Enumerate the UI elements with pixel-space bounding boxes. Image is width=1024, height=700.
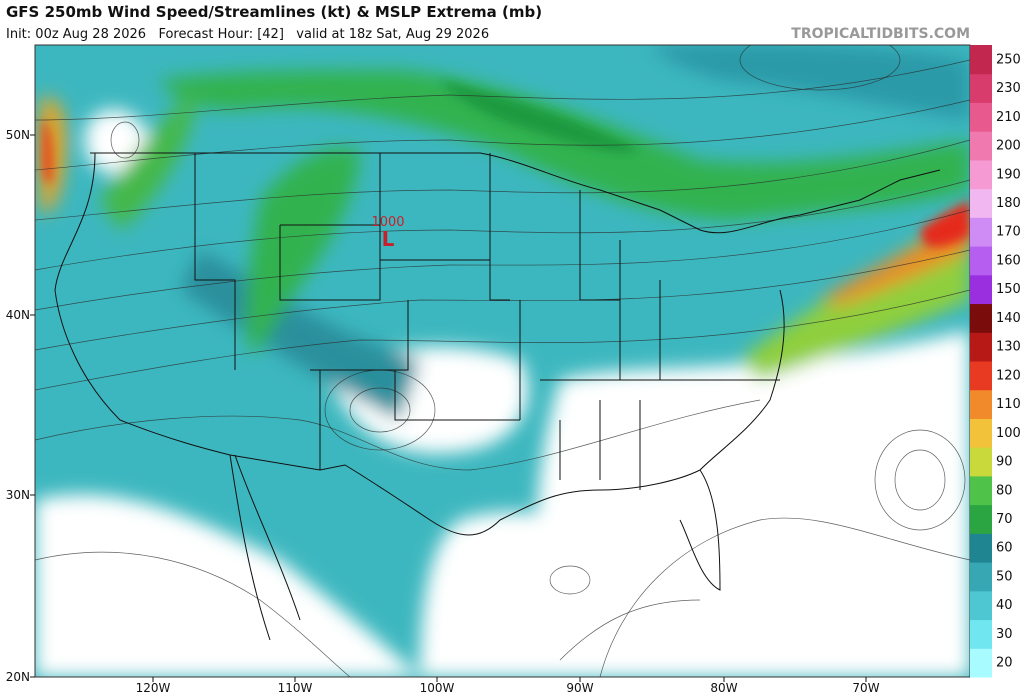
colorbar-label: 80 <box>996 483 1013 498</box>
colorbar-label: 180 <box>996 196 1021 211</box>
political-borders <box>54 152 941 641</box>
colorbar: 20 30 40 50 60 70 80 90 100 110 120 130 140 150 160 170… <box>970 45 1021 678</box>
colorbar-label: 110 <box>996 397 1021 412</box>
colorbar-label: 250 <box>996 52 1021 67</box>
lat-label: 20N <box>6 670 30 684</box>
streamlines <box>35 45 970 677</box>
colorbar-label: 90 <box>996 455 1013 470</box>
title: GFS 250mb Wind Speed/Streamlines (kt) & … <box>6 3 542 21</box>
colorbar-label: 60 <box>996 541 1013 556</box>
lon-label: 100W <box>420 681 455 695</box>
colorbar-label: 50 <box>996 569 1013 584</box>
colorbar-segment <box>970 389 992 419</box>
lon-label: 120W <box>136 681 171 695</box>
colorbar-segment <box>970 188 992 218</box>
lat-label: 30N <box>6 488 30 502</box>
lon-label: 90W <box>566 681 593 695</box>
pressure-value: 1000 <box>371 215 404 230</box>
colorbar-label: 200 <box>996 139 1021 154</box>
colorbar-segment <box>970 274 992 305</box>
colorbar-label: 120 <box>996 368 1021 383</box>
subtitle: Init: 00z Aug 28 2026 Forecast Hour: [42… <box>6 27 489 42</box>
colorbar-segment <box>970 102 992 132</box>
colorbar-label: 30 <box>996 627 1013 642</box>
colorbar-segment <box>970 475 992 506</box>
colorbar-segment <box>970 131 992 161</box>
colorbar-segment <box>970 159 992 190</box>
map-field: 1000 L <box>35 45 970 677</box>
colorbar-segment <box>970 504 992 534</box>
site-credit: TROPICALTIDBITS.COM <box>791 26 970 42</box>
lat-label: 40N <box>6 308 30 322</box>
colorbar-label: 40 <box>996 598 1013 613</box>
colorbar-segment <box>970 303 992 333</box>
lon-label: 70W <box>852 681 879 695</box>
lon-label: 80W <box>710 681 737 695</box>
colorbar-segment <box>970 418 992 448</box>
colorbar-label: 160 <box>996 253 1021 268</box>
lat-label: 50N <box>6 128 30 142</box>
colorbar-label: 70 <box>996 512 1013 527</box>
colorbar-segment <box>970 619 992 649</box>
colorbar-segment <box>970 332 992 362</box>
colorbar-label: 150 <box>996 282 1021 297</box>
colorbar-segment <box>970 533 992 563</box>
colorbar-label: 210 <box>996 110 1021 125</box>
colorbar-segment <box>970 648 992 678</box>
colorbar-segment <box>970 361 992 391</box>
colorbar-label: 130 <box>996 340 1021 355</box>
colorbar-label: 230 <box>996 81 1021 96</box>
pressure-symbol: L <box>382 227 395 251</box>
colorbar-segment <box>970 217 992 247</box>
colorbar-label: 20 <box>996 656 1013 671</box>
lon-label: 110W <box>278 681 313 695</box>
colorbar-segment <box>970 246 992 276</box>
colorbar-label: 100 <box>996 426 1021 441</box>
colorbar-segment <box>970 447 992 477</box>
colorbar-segment <box>970 73 992 103</box>
colorbar-segment <box>970 590 992 621</box>
colorbar-segment <box>970 45 992 75</box>
colorbar-segment <box>970 562 992 592</box>
colorbar-label: 140 <box>996 311 1021 326</box>
colorbar-label: 170 <box>996 225 1021 240</box>
colorbar-label: 190 <box>996 167 1021 182</box>
map-axes: 50N 40N 30N 20N 120W 110W 100W 90W 80W 70W <box>6 128 880 695</box>
